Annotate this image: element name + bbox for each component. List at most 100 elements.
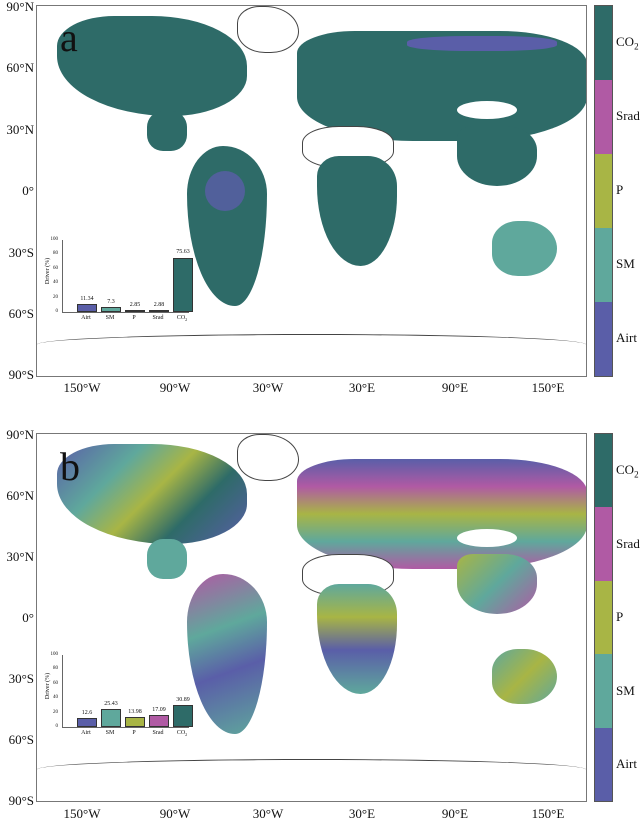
bar-p <box>125 309 145 312</box>
colorbar-b <box>594 433 613 802</box>
inset-plot-area: 11.34 7.3 2.85 2.88 75.63 <box>62 240 193 313</box>
lon-label: 30°E <box>348 380 376 395</box>
lat-label: 60°S <box>8 732 34 747</box>
lat-label: 90°N <box>6 427 34 442</box>
lon-label: 150°E <box>531 380 565 395</box>
lat-label: 90°N <box>6 0 34 14</box>
lat-label: 30°S <box>8 245 34 260</box>
antarctica <box>37 334 586 355</box>
bar-p <box>125 716 145 727</box>
colorbar-co2 <box>595 434 612 507</box>
colorbar-p <box>595 154 612 228</box>
colorbar-label-p: P <box>616 182 624 197</box>
eurasia <box>297 459 586 569</box>
south-america <box>187 146 267 306</box>
inset-ytick: 20 <box>53 295 58 300</box>
south-asia <box>457 126 537 186</box>
lat-label: 90°S <box>8 793 34 808</box>
africa <box>317 584 397 694</box>
panel-label-b: b <box>60 444 80 489</box>
inset-ytick: 100 <box>50 237 59 242</box>
south-asia <box>457 554 537 614</box>
amazon-airt-patch <box>205 171 245 211</box>
inset-ytick: 0 <box>55 724 59 729</box>
lat-label: 30°S <box>8 671 34 686</box>
lon-label: 150°W <box>63 806 101 821</box>
colorbar-airt <box>595 728 612 801</box>
bar-category: Airt <box>81 730 91 736</box>
lat-label: 30°N <box>6 122 34 137</box>
central-america <box>147 539 187 579</box>
bar-category: SM <box>105 730 115 736</box>
inset-ylabel: Driver (%) <box>45 672 51 700</box>
lon-label: 30°E <box>348 806 376 821</box>
bar-category: P <box>132 315 136 321</box>
bar-value: 7.3 <box>107 299 115 305</box>
colorbar-label-airt: Airt <box>616 756 637 771</box>
bar-value: 25.43 <box>104 701 118 707</box>
inset-ytick: 100 <box>50 652 59 657</box>
bar-category: Srad <box>152 730 164 736</box>
colorbar-label-airt: Airt <box>616 330 637 345</box>
map-b <box>36 433 587 802</box>
tibet-gap <box>457 529 517 547</box>
lon-label: 90°E <box>441 806 469 821</box>
panel-label-a: a <box>60 15 78 60</box>
inset-ytick: 60 <box>53 681 58 686</box>
greenland <box>237 434 299 481</box>
colorbar-label-srad: Srad <box>616 536 640 551</box>
lon-label: 150°W <box>63 380 101 395</box>
lat-label: 60°N <box>6 60 34 75</box>
lat-label: 90°S <box>8 367 34 382</box>
bar-value: 2.88 <box>153 302 165 308</box>
bar-srad <box>149 309 169 312</box>
bar-value: 12.6 <box>81 710 93 716</box>
inset-bar-chart-b: Driver (%) 100 80 60 40 20 0 12.6 25.43 … <box>40 652 193 745</box>
central-america <box>147 111 187 151</box>
lat-label: 0° <box>22 183 34 198</box>
bar-sm <box>101 306 121 312</box>
lon-label: 150°E <box>531 806 565 821</box>
bar-value: 13.98 <box>128 709 142 715</box>
bar-value: 17.09 <box>152 707 166 713</box>
inset-ytick: 60 <box>53 266 58 271</box>
inset-ylabel: Driver (%) <box>45 257 51 285</box>
colorbar-a <box>594 5 613 377</box>
panel-a: a 90°N 60°N 30°N 0° 30°S 60°S 90°S 150°W… <box>6 0 640 395</box>
bar-category-co2: CO2 <box>176 730 188 738</box>
colorbar-label-sm: SM <box>616 256 635 271</box>
bar-sm <box>101 708 121 727</box>
colorbar-srad <box>595 80 612 154</box>
colorbar-airt <box>595 302 612 376</box>
inset-ytick: 40 <box>53 280 58 285</box>
australia <box>492 221 557 276</box>
south-america <box>187 574 267 734</box>
greenland <box>237 6 299 53</box>
map-a <box>36 5 587 377</box>
lon-label: 90°E <box>441 380 469 395</box>
colorbar-co2 <box>595 6 612 80</box>
colorbar-label-p: P <box>616 609 624 624</box>
lon-label: 90°W <box>159 380 191 395</box>
lon-label: 90°W <box>159 806 191 821</box>
bar-airt <box>77 303 97 312</box>
north-america <box>57 444 247 544</box>
bar-value: 75.63 <box>176 249 190 255</box>
lat-label: 60°N <box>6 488 34 503</box>
bar-airt <box>77 717 97 727</box>
panel-b: b 90°N 60°N 30°N 0° 30°S 60°S 90°S 150°W… <box>0 411 640 822</box>
inset-ytick: 80 <box>53 666 58 671</box>
siberia-airt-strip <box>407 36 557 51</box>
bar-category: SM <box>105 315 115 321</box>
colorbar-label-sm: SM <box>616 683 635 698</box>
bar-co2 <box>173 704 193 727</box>
inset-bar-chart-a: Driver (%) 100 80 60 40 20 0 11.34 7.3 2… <box>40 237 193 330</box>
lat-label: 0° <box>22 610 34 625</box>
colorbar-label-srad: Srad <box>616 108 640 123</box>
bar-category: Srad <box>152 315 164 321</box>
inset-plot-area: 12.6 25.43 13.98 17.09 30.89 <box>62 655 193 728</box>
lat-label: 60°S <box>8 306 34 321</box>
lon-label: 30°W <box>252 806 284 821</box>
colorbar-srad <box>595 507 612 581</box>
africa <box>317 156 397 266</box>
